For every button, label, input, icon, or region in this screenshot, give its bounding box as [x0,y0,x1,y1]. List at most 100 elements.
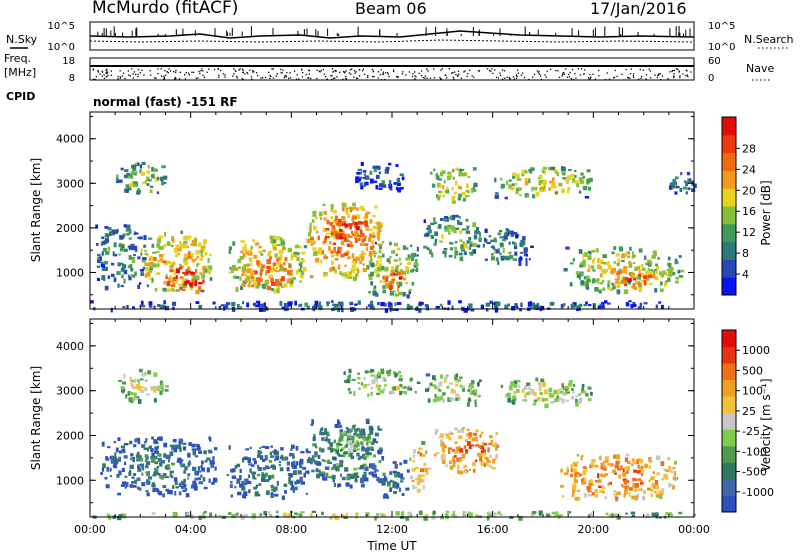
colorbar-swatch [722,259,736,278]
scatter-cell [449,241,454,245]
scatter-cell [154,386,157,390]
scatter-cell [198,281,203,285]
scatter-cell [359,478,364,484]
scatter-cell [543,389,548,395]
nave-dot [371,68,373,71]
scatter-cell [597,258,600,263]
scatter-cell [119,262,124,265]
scatter-cell [258,483,262,486]
scatter-cell [103,266,108,271]
scatter-cell [342,221,347,225]
nave-dot [132,77,135,79]
scatter-cell [373,288,376,291]
scatter-cell [599,265,602,270]
scatter-cell [179,266,183,270]
scatter-cell [434,431,438,435]
scatter-cell [607,302,611,305]
scatter-cell [217,514,222,518]
scatter-cell [125,188,129,193]
scatter-cell [195,269,198,273]
scatter-cell [448,226,450,229]
scatter-cell [565,386,569,389]
nave-dot [201,68,203,70]
scatter-cell [164,306,170,311]
scatter-cell [399,383,403,388]
scatter-cell [355,207,359,211]
scatter-cell [655,484,659,490]
scatter-cell [396,483,400,488]
nave-dot [105,69,107,71]
scatter-cell [133,473,137,476]
scatter-cell [576,273,581,279]
colorbar-tick-label: 28 [742,142,756,155]
scatter-cell [668,263,672,268]
scatter-cell [672,272,676,276]
scatter-cell [192,480,197,485]
scatter-cell [451,305,454,311]
scatter-cell [294,300,298,306]
scatter-cell [251,464,255,468]
scatter-cell [415,254,419,257]
scatter-cell [291,485,295,488]
scatter-cell [444,228,448,232]
colorbar-swatch [722,462,736,480]
scatter-cell [616,491,621,495]
scatter-cell [523,247,528,253]
scatter-cell [373,470,377,474]
scatter-cell [591,492,595,496]
scatter-cell [582,253,585,259]
scatter-cell [164,465,168,470]
nave-dot [589,73,591,76]
scatter-cell [610,288,614,291]
scatter-cell [157,453,162,457]
scatter-cell [671,266,674,271]
nave-dot [569,71,571,74]
scatter-cell [152,263,157,268]
scatter-cell [588,178,593,182]
scatter-cell [310,458,315,463]
noise-search-line [89,39,695,43]
scatter-cell [148,476,153,480]
scatter-cell [138,282,142,285]
scatter-cell [329,516,333,520]
scatter-cell [581,479,584,483]
scatter-cell [350,475,354,479]
scatter-cell [138,236,143,240]
scatter-cell [199,272,203,275]
scatter-cell [363,237,366,241]
scatter-cell [480,453,483,458]
scatter-cell [335,252,339,257]
scatter-cell [423,462,427,467]
scatter-cell [357,381,361,384]
scatter-cell [410,244,413,248]
scatter-cell [373,285,377,290]
scatter-cell [574,170,577,173]
scatter-cell [154,471,159,476]
scatter-cell [392,386,396,391]
scatter-cell [136,437,140,441]
scatter-cell [625,512,628,515]
colorbar-tick-label: 25 [742,405,756,418]
scatter-cell [243,248,248,251]
scatter-cell [121,388,124,394]
scatter-cell [474,231,478,235]
scatter-cell [162,493,165,498]
scatter-cell [137,466,141,469]
scatter-cell [339,463,344,468]
scatter-cell [433,385,437,389]
scatter-cell [607,287,612,290]
nave-dot [355,71,357,73]
scatter-cell [399,281,403,287]
scatter-cell [253,460,257,465]
scatter-cell [193,278,198,281]
nave-dot [137,76,139,78]
scatter-cell [294,512,297,515]
scatter-cell [137,386,142,391]
scatter-cell [674,261,679,265]
ytick-label: 3000 [56,177,84,190]
scatter-cell [172,306,175,311]
scatter-cell [561,495,565,498]
scatter-cell [577,472,580,475]
scatter-cell [654,269,657,272]
scatter-cell [631,271,634,277]
